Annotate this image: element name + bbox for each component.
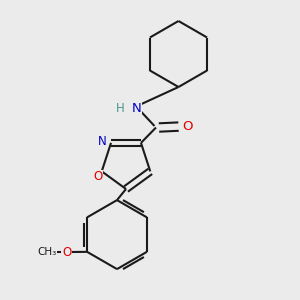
Text: N: N — [132, 102, 141, 115]
Text: O: O — [62, 245, 71, 259]
Text: H: H — [116, 102, 124, 115]
Text: CH₃: CH₃ — [37, 247, 56, 257]
Text: N: N — [98, 135, 107, 148]
Text: O: O — [94, 170, 103, 183]
Text: O: O — [182, 120, 193, 133]
